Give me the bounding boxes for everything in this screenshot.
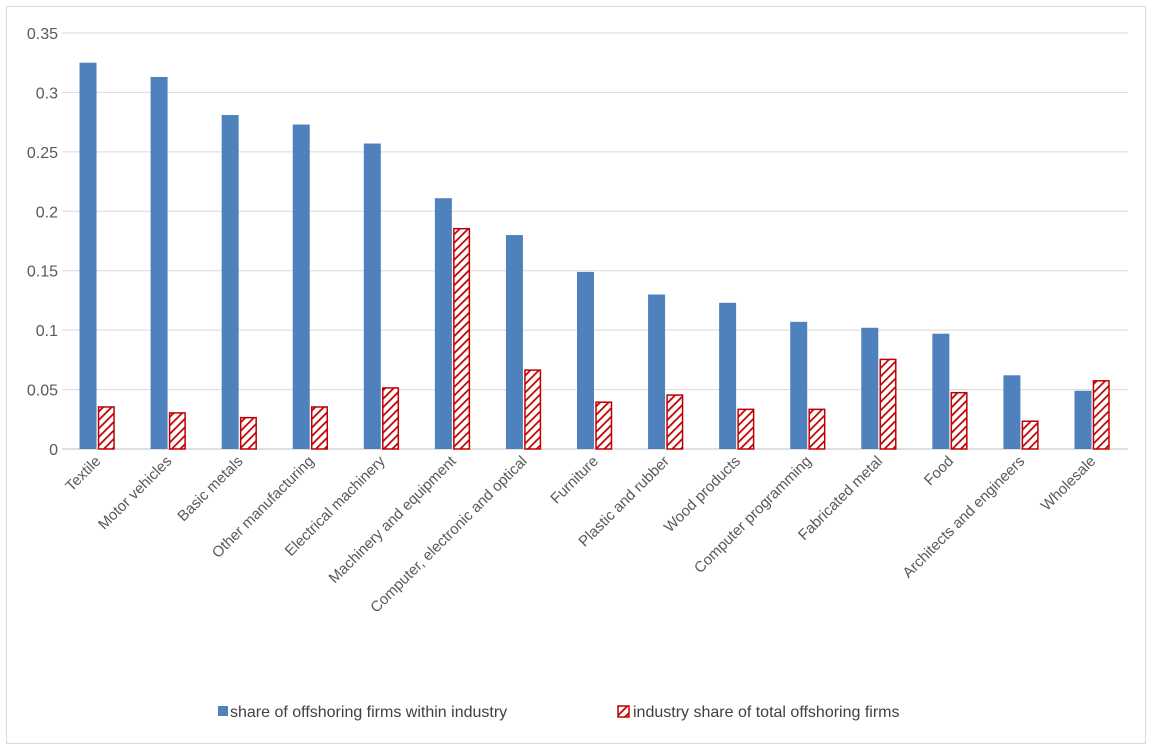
category-label: Furniture [547, 453, 601, 507]
bar-within-industry [150, 76, 168, 449]
y-tick-label: 0.15 [27, 264, 58, 281]
bar-industry-share [168, 412, 186, 450]
bar-industry-share [382, 387, 400, 450]
bar-industry-share [1092, 380, 1110, 450]
bar-within-industry [719, 302, 737, 449]
y-tick-label: 0.3 [36, 85, 58, 102]
bar-within-industry [505, 235, 523, 449]
bar-within-industry [648, 294, 666, 449]
category-label: Basic metals [174, 453, 246, 525]
bar-industry-share [524, 369, 542, 450]
bar-within-industry [1003, 375, 1021, 449]
bars [79, 62, 1110, 450]
bar-within-industry [79, 62, 97, 449]
bar-industry-share [950, 391, 968, 450]
legend-label: industry share of total offshoring firms [633, 704, 900, 721]
legend-swatch [617, 705, 630, 718]
y-tick-label: 0.05 [27, 383, 58, 400]
legend-label: share of offshoring firms within industr… [230, 704, 507, 721]
legend-swatch [218, 706, 228, 716]
y-tick-label: 0.25 [27, 145, 58, 162]
bar-within-industry [434, 198, 452, 449]
bar-within-industry [932, 333, 950, 449]
y-tick-label: 0.1 [36, 323, 58, 340]
y-tick-label: 0.35 [27, 26, 58, 43]
bar-within-industry [292, 124, 310, 450]
bar-within-industry [363, 143, 381, 449]
bar-industry-share [310, 406, 328, 450]
y-tick-label: 0 [49, 442, 58, 459]
y-tick-label: 0.2 [36, 204, 58, 221]
category-label: Computer, electronic and optical [367, 453, 531, 617]
category-label: Computer programming [691, 453, 815, 577]
gridlines [62, 32, 1128, 450]
bar-within-industry [221, 115, 239, 450]
bar-industry-share [239, 416, 257, 450]
bar-industry-share [453, 227, 471, 450]
bar-within-industry [861, 327, 879, 449]
bar-industry-share [737, 408, 755, 450]
bar-industry-share [808, 408, 826, 450]
chart-frame [6, 6, 1146, 744]
category-label: Food [921, 453, 957, 489]
bar-industry-share [666, 394, 684, 450]
category-label: Architects and engineers [899, 453, 1028, 582]
category-label: Textile [62, 453, 104, 495]
legend: share of offshoring firms within industr… [218, 704, 900, 721]
bar-within-industry [577, 271, 594, 449]
bar-within-industry [790, 321, 808, 449]
bar-within-industry [1074, 390, 1092, 449]
y-axis-ticks: 0 0.05 0.1 0.15 0.2 0.25 0.3 0.35 [27, 26, 58, 459]
category-label: Wholesale [1038, 453, 1100, 515]
bar-industry-share [595, 401, 613, 450]
category-label: Machinery and equipment [326, 452, 461, 587]
bar-industry-share [879, 358, 897, 450]
bar-industry-share [1021, 420, 1039, 450]
category-label: Motor vehicles [95, 453, 175, 533]
bar-industry-share [97, 406, 115, 450]
